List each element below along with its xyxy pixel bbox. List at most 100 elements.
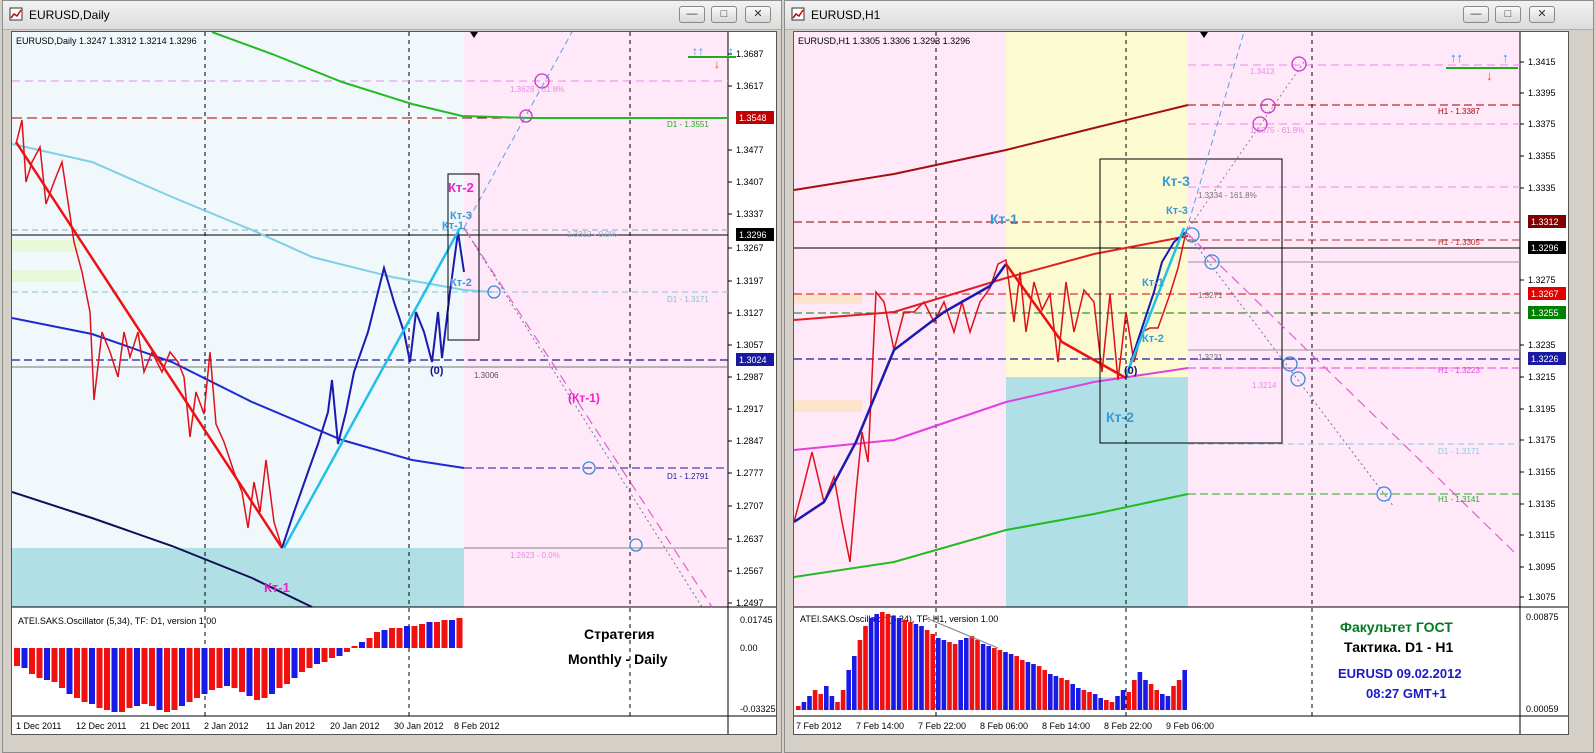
osc-bar <box>824 686 829 710</box>
osc-bar <box>1059 678 1064 710</box>
maximize-button[interactable]: □ <box>711 6 737 23</box>
price-tick-label: 1.2847 <box>736 436 764 446</box>
minimize-button[interactable]: — <box>1463 6 1489 23</box>
osc-bar <box>902 620 907 710</box>
osc-tick: 0.00 <box>740 643 758 653</box>
left-titlebar[interactable]: EURUSD,Daily — □ ✕ <box>3 1 781 30</box>
kt3b-label: Кт-3 <box>1166 205 1188 217</box>
close-button[interactable]: ✕ <box>1529 6 1555 23</box>
fib-label: 1.2623 - 0.0% <box>510 551 560 560</box>
left-chart[interactable]: EURUSD,Daily 1.3247 1.3312 1.3214 1.3296… <box>11 31 777 735</box>
osc-bar <box>846 670 851 710</box>
price-badge-red: 1.3267 <box>1531 289 1559 299</box>
price-tick-label: 1.3127 <box>736 308 764 318</box>
price-badge-red: 1.3548 <box>739 113 767 123</box>
price-tick-label: 1.2917 <box>736 404 764 414</box>
osc-bar <box>1148 684 1154 710</box>
kt2b-label: Кт-2 <box>450 277 472 289</box>
osc-bar <box>126 648 133 708</box>
osc-bar <box>59 648 65 688</box>
price-badge-red-bg <box>1528 287 1566 300</box>
osc-bar <box>419 624 425 648</box>
osc-bar <box>81 648 88 702</box>
osc-bar <box>449 620 455 648</box>
channel-red <box>794 235 1189 321</box>
up-arrows-icon: ↑↑ <box>1450 50 1463 65</box>
osc-bar <box>986 646 991 710</box>
price-badge-blue: 1.3226 <box>1531 354 1559 364</box>
price-tick-label: 1.3095 <box>1528 562 1556 572</box>
trend-red <box>14 141 284 549</box>
price-tick-label: 1.3395 <box>1528 88 1556 98</box>
osc-bar <box>104 648 110 710</box>
right-titlebar[interactable]: EURUSD,H1 — □ ✕ <box>785 1 1593 30</box>
gost-time: 08:27 GMT+1 <box>1366 686 1447 701</box>
osc-bar <box>404 626 410 648</box>
down-arrow-icon: ↓ <box>1486 68 1493 83</box>
osc-bar <box>936 638 941 710</box>
osc-bar <box>74 648 80 698</box>
osc-bar <box>969 636 975 710</box>
fib-circle <box>487 285 501 299</box>
price-tick-label: 1.3175 <box>1528 435 1556 445</box>
osc-bar <box>246 648 253 696</box>
d1-label: D1 - 1.3551 <box>667 120 709 129</box>
fib-label: 1.3375 - 61.8% <box>1250 126 1304 135</box>
orange-band <box>794 294 862 304</box>
fib-dashed-magenta <box>463 227 713 608</box>
osc-bar <box>359 642 365 648</box>
osc-bar <box>96 648 103 708</box>
osc-bar <box>314 648 320 664</box>
price-tick-label: 1.3687 <box>736 49 764 59</box>
right-chart[interactable]: EURUSD,H1 1.3305 1.3306 1.3293 1.3296 1.3… <box>793 31 1569 735</box>
osc-bar <box>1053 676 1059 710</box>
osc-bar <box>201 648 208 694</box>
osc-bar <box>254 648 260 700</box>
osc-bar <box>336 648 343 656</box>
osc-bar <box>284 648 290 684</box>
low-label: 1.3006 <box>474 371 499 380</box>
price-line-blue <box>1125 231 1187 379</box>
left-chart-svg: EURUSD,Daily 1.3247 1.3312 1.3214 1.3296… <box>12 32 776 734</box>
osc-bar <box>351 646 358 648</box>
osc-bar <box>36 648 43 678</box>
fib-circle <box>1376 486 1392 502</box>
close-button[interactable]: ✕ <box>745 6 771 23</box>
price-badge-black-bg <box>1528 241 1566 254</box>
chart-icon <box>791 7 805 21</box>
price-badge-green-bg <box>1528 306 1566 319</box>
kt1-paren-label: (Кт-1) <box>568 391 600 405</box>
kt1-label: Кт-1 <box>990 211 1018 227</box>
up-arrow-icon: ↑ <box>1502 50 1509 65</box>
date-tick-label: 8 Feb 22:00 <box>1104 721 1152 731</box>
date-tick-label: 8 Feb 2012 <box>454 721 500 731</box>
osc-bar <box>880 612 885 710</box>
osc-bar <box>1064 680 1070 710</box>
trend-blue <box>794 263 1008 524</box>
bg-yellow-zone <box>1006 32 1188 377</box>
osc-bar <box>141 648 148 704</box>
osc-bar <box>299 648 305 672</box>
osc-bar <box>134 648 140 706</box>
price-badge-black: 1.3296 <box>739 230 767 240</box>
date-tick-label: 21 Dec 2011 <box>140 721 190 731</box>
minimize-button[interactable]: — <box>679 6 705 23</box>
fib-dashed-blue <box>1185 32 1245 233</box>
osc-bar <box>194 648 200 698</box>
maximize-button[interactable]: □ <box>1495 6 1521 23</box>
zero-label: (0) <box>1124 365 1138 377</box>
kt2b-label: Кт-2 <box>1142 333 1164 345</box>
osc-bar <box>952 644 958 710</box>
osc-bar <box>44 648 50 680</box>
osc-bar <box>807 696 812 710</box>
osc-bar <box>366 638 373 648</box>
osc-bar <box>456 618 463 648</box>
osc-bar <box>868 618 874 710</box>
osc-bar <box>1048 674 1053 710</box>
price-badge-darkred-bg <box>1528 215 1566 228</box>
osc-bar <box>1042 670 1047 710</box>
bg-blue-zone <box>12 32 464 607</box>
osc-bar <box>1120 690 1126 710</box>
price-badge-black-bg <box>736 228 774 241</box>
h1-label: H1 - 1.3305 <box>1438 238 1480 247</box>
